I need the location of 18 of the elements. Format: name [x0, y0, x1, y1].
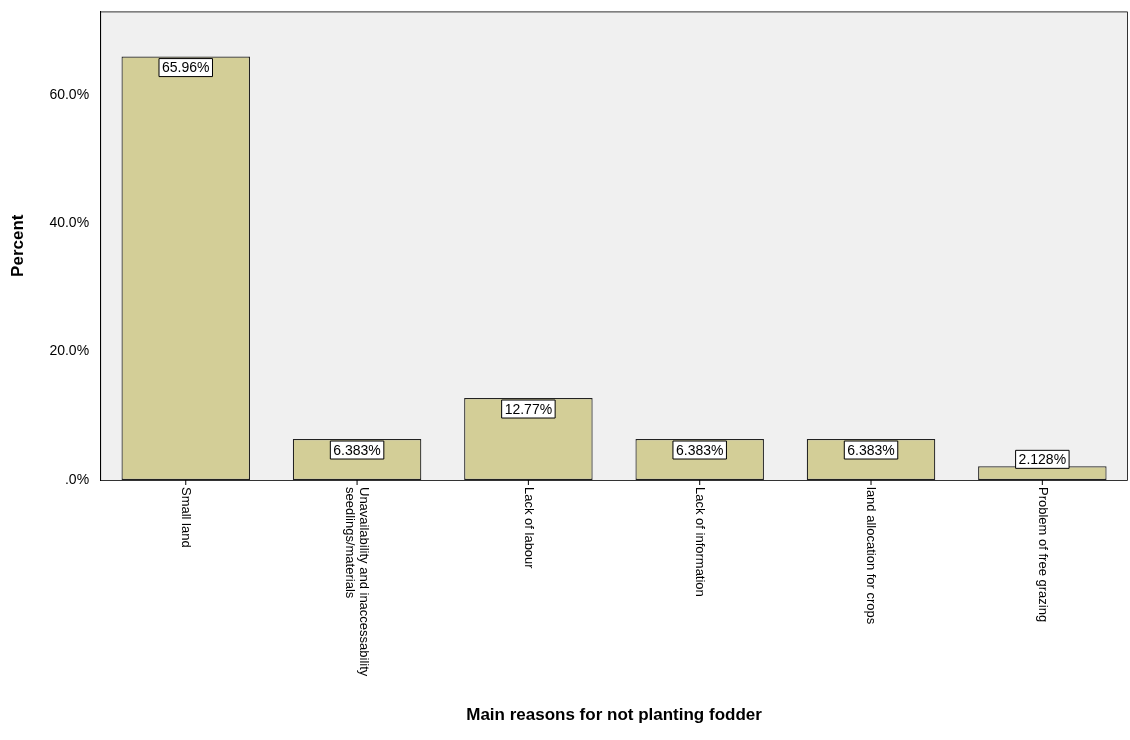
y-tick-label: 40.0% [49, 214, 90, 231]
y-tick-label: 20.0% [49, 342, 90, 359]
data-label: 6.383% [675, 441, 724, 458]
y-tick-label: 60.0% [49, 85, 90, 102]
x-tick-label: Problem of free grazing [1035, 487, 1051, 623]
data-label: 65.96% [162, 59, 210, 76]
x-tick-label: Small land [179, 487, 195, 548]
x-tick-label: Lack of information [693, 487, 709, 597]
x-tick-label: Lack of labour [521, 487, 537, 570]
x-axis-title: Main reasons for not planting fodder [466, 705, 763, 725]
data-label: 2.128% [1018, 451, 1067, 468]
y-axis-title: Percent [7, 214, 27, 277]
data-label: 6.383% [333, 441, 381, 458]
y-tick-label: .0% [64, 470, 90, 487]
x-tick-label: Unavailability and inaccessability seedlings/materials [343, 487, 373, 677]
x-tick-label: land allocation for crops [864, 487, 880, 625]
data-label: 6.383% [847, 441, 895, 458]
data-label: 12.77% [504, 400, 553, 417]
